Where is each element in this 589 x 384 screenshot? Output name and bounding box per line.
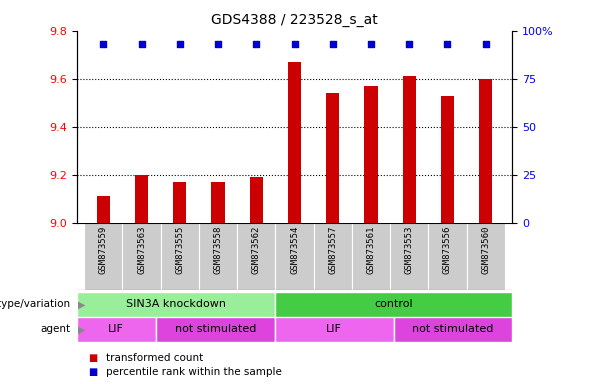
Bar: [77, 317, 156, 342]
Bar: [123, 223, 161, 290]
Bar: [156, 317, 274, 342]
Bar: [97, 196, 110, 223]
Point: [405, 41, 414, 47]
Bar: [288, 62, 301, 223]
Text: ▶: ▶: [78, 299, 85, 310]
Title: GDS4388 / 223528_s_at: GDS4388 / 223528_s_at: [211, 13, 378, 27]
Point: [443, 41, 452, 47]
Text: ■: ■: [88, 366, 98, 377]
Text: GSM873553: GSM873553: [405, 226, 413, 275]
Point: [481, 41, 491, 47]
Text: GSM873556: GSM873556: [443, 226, 452, 275]
Bar: [479, 79, 492, 223]
Text: LIF: LIF: [108, 324, 124, 334]
Text: genotype/variation: genotype/variation: [0, 299, 71, 310]
Point: [366, 41, 376, 47]
Text: control: control: [374, 299, 413, 310]
Text: LIF: LIF: [326, 324, 342, 334]
Point: [328, 41, 337, 47]
Bar: [393, 317, 512, 342]
Text: GSM873559: GSM873559: [99, 226, 108, 275]
Bar: [313, 223, 352, 290]
Point: [213, 41, 223, 47]
Point: [98, 41, 108, 47]
Point: [252, 41, 261, 47]
Text: not stimulated: not stimulated: [174, 324, 256, 334]
Bar: [161, 223, 199, 290]
Bar: [352, 223, 390, 290]
Bar: [199, 223, 237, 290]
Bar: [84, 223, 123, 290]
Bar: [326, 93, 339, 223]
Bar: [237, 223, 276, 290]
Text: GSM873555: GSM873555: [176, 226, 184, 275]
Text: GSM873554: GSM873554: [290, 226, 299, 275]
Text: SIN3A knockdown: SIN3A knockdown: [125, 299, 226, 310]
Bar: [250, 177, 263, 223]
Bar: [276, 223, 313, 290]
Point: [290, 41, 299, 47]
Text: GSM873560: GSM873560: [481, 226, 490, 275]
Text: GSM873562: GSM873562: [252, 226, 261, 275]
Point: [137, 41, 146, 47]
Text: GSM873557: GSM873557: [328, 226, 337, 275]
Bar: [173, 182, 187, 223]
Text: transformed count: transformed count: [106, 353, 203, 363]
Text: GSM873561: GSM873561: [366, 226, 375, 275]
Point: [175, 41, 184, 47]
Bar: [441, 96, 454, 223]
Bar: [402, 76, 416, 223]
Bar: [135, 175, 148, 223]
Bar: [274, 317, 393, 342]
Text: ■: ■: [88, 353, 98, 363]
Bar: [390, 223, 428, 290]
Text: percentile rank within the sample: percentile rank within the sample: [106, 366, 282, 377]
Bar: [466, 223, 505, 290]
Text: agent: agent: [41, 324, 71, 334]
Bar: [77, 292, 274, 317]
Text: GSM873563: GSM873563: [137, 226, 146, 275]
Bar: [364, 86, 378, 223]
Text: not stimulated: not stimulated: [412, 324, 494, 334]
Text: ▶: ▶: [78, 324, 85, 334]
Bar: [211, 182, 225, 223]
Bar: [428, 223, 466, 290]
Bar: [274, 292, 512, 317]
Text: GSM873558: GSM873558: [214, 226, 223, 275]
